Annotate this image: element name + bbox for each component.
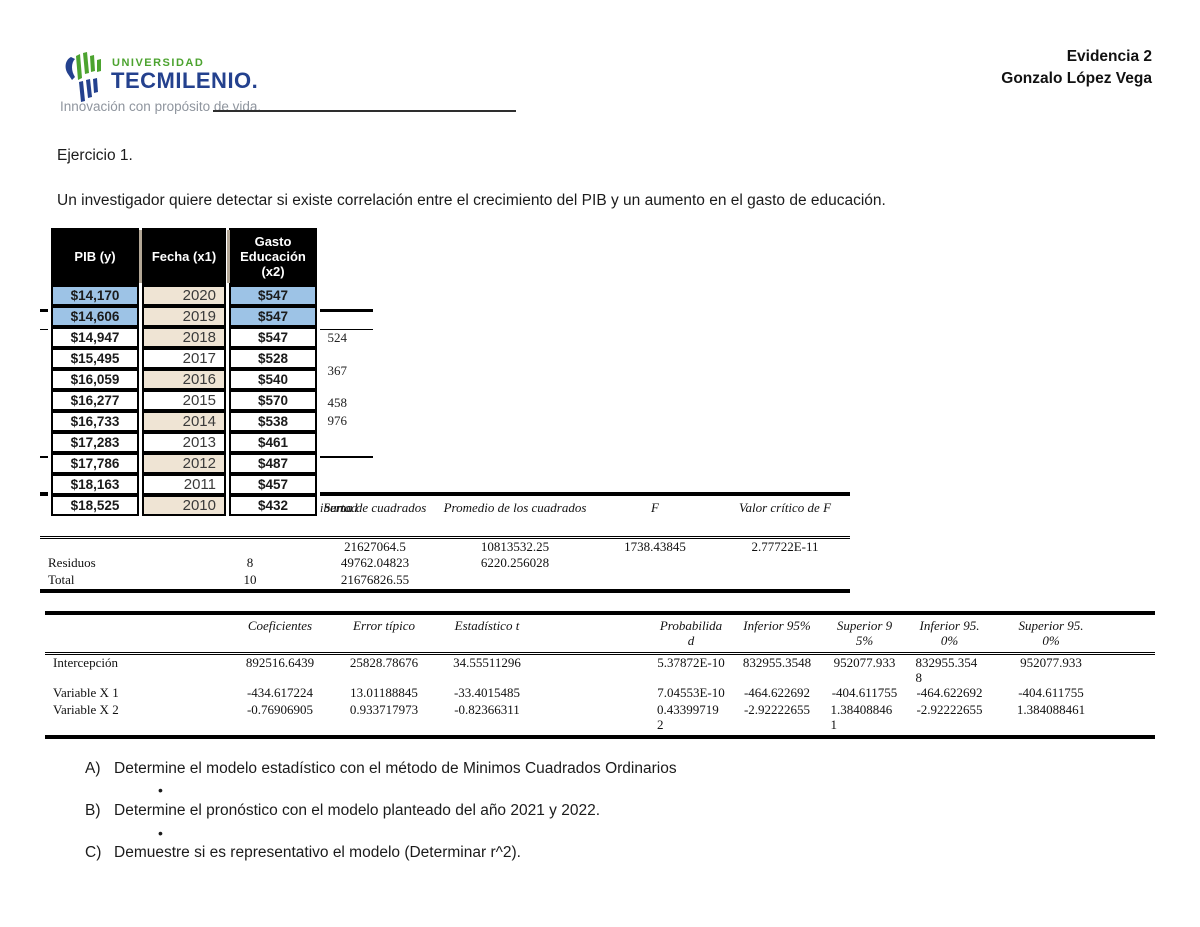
coefficients-table: Coeficientes Error típico Estadístico t … — [45, 611, 1155, 739]
task-item-c: C) Demuestre si es representativo el mod… — [85, 844, 521, 862]
anova-total-sc: 21676826.55 — [340, 572, 410, 587]
coef-header-row: Coeficientes Error típico Estadístico t … — [45, 615, 1155, 652]
anova-total-gl: 10 — [243, 572, 257, 587]
table-row: $14,170 2020 $547 — [51, 285, 317, 306]
table-row: $18,525 2010 $432 — [51, 495, 317, 516]
exercise-intro: Un investigador quiere detectar si exist… — [57, 192, 886, 209]
anova-residuals-gl: 8 — [246, 555, 254, 570]
coef-row-variable-x1: Variable X 1 -434.617224 13.01188845 -33… — [45, 685, 1155, 702]
coef-col-inferior-950: Inferior 95.0% — [919, 618, 980, 648]
anova-row-regression: 21627064.5 10813532.25 1738.43845 2.7772… — [40, 539, 850, 555]
table-row: $15,495 2017 $528 — [51, 348, 317, 369]
coef-col-superior-95: Superior 95% — [836, 618, 893, 648]
anova-row-residuals: Residuos 8 49762.04823 6220.256028 — [40, 555, 850, 572]
coef-col-superior-950: Superior 95.0% — [1018, 618, 1084, 648]
anova-regression-pc: 10813532.25 — [480, 539, 550, 554]
coef-col-probabilidad: Probabilidad — [659, 618, 723, 648]
coef-col-coeficientes: Coeficientes — [247, 618, 313, 633]
coef-row-variable-x2: Variable X 2 -0.76906905 0.933717973 -0.… — [45, 702, 1155, 735]
bullet-icon: • — [158, 782, 163, 798]
variable-x1-label: Variable X 1 — [53, 685, 119, 700]
coef-header-border — [45, 652, 1155, 655]
coef-col-inferior-95: Inferior 95% — [743, 618, 811, 633]
stats-value-3: 458 — [327, 395, 348, 410]
table-row: $16,277 2015 $570 — [51, 390, 317, 411]
document-header-right: Evidencia 2 Gonzalo López Vega — [1001, 46, 1152, 90]
pib-data-table: PIB (y) Fecha (x1) Gasto Educación (x2) … — [48, 228, 320, 516]
coef-bottom-border — [45, 735, 1155, 739]
coef-top-border — [45, 611, 1155, 615]
anova-regression-f: 1738.43845 — [624, 539, 686, 554]
table-row: $14,947 2018 $547 — [51, 327, 317, 348]
coef-row-intercept: Intercepción 892516.6439 25828.78676 34.… — [45, 655, 1155, 685]
anova-header-border — [40, 536, 850, 539]
table-row: $16,733 2014 $538 — [51, 411, 317, 432]
anova-col-suma: Suma de cuadrados — [323, 500, 427, 515]
anova-regression-vcf: 2.77722E-11 — [751, 539, 819, 554]
evidence-label: Evidencia 2 — [1066, 48, 1152, 65]
author-name: Gonzalo López Vega — [1001, 70, 1152, 87]
anova-table: Grados de libertad Suma de cuadrados Pro… — [40, 492, 850, 593]
col-gasto-header: Gasto Educación (x2) — [229, 228, 317, 285]
task-a-letter: A) — [85, 760, 101, 777]
anova-bottom-border — [40, 589, 850, 593]
coef-col-error: Error típico — [353, 618, 415, 633]
anova-regression-sc: 21627064.5 — [344, 539, 406, 554]
tecmilenio-logo-icon — [65, 52, 101, 102]
task-c-letter: C) — [85, 844, 102, 861]
anova-residuals-sc: 49762.04823 — [340, 555, 410, 570]
stats-value-2: 367 — [327, 363, 348, 378]
stats-value-1: 524 — [327, 330, 348, 345]
anova-top-border — [40, 492, 850, 496]
task-item-b: B) Determine el pronóstico con el modelo… — [85, 802, 600, 820]
anova-residuals-pc: 6220.256028 — [480, 555, 550, 570]
anova-row-total: Total 10 21676826.55 — [40, 572, 850, 589]
task-b-text: Determine el pronóstico con el modelo pl… — [114, 802, 600, 819]
signature-line — [213, 110, 516, 112]
anova-col-promedio: Promedio de los cuadrados — [443, 500, 587, 515]
logo-university-text: UNIVERSIDAD — [112, 57, 205, 69]
anova-residuals-label: Residuos — [48, 555, 96, 570]
intercept-label: Intercepción — [53, 655, 118, 670]
task-a-text: Determine el modelo estadístico con el m… — [114, 760, 677, 777]
table-row: $17,786 2012 $487 — [51, 453, 317, 474]
table-row: $17,283 2013 $461 — [51, 432, 317, 453]
col-fecha-header: Fecha (x1) — [142, 228, 226, 285]
pib-header-row: PIB (y) Fecha (x1) Gasto Educación (x2) — [51, 228, 317, 285]
logo-tagline: Innovación con propósito de vida. — [60, 99, 262, 114]
anova-total-label: Total — [48, 572, 75, 587]
table-row: $18,163 2011 $457 — [51, 474, 317, 495]
logo-brand-text: TECMILENIO. — [111, 68, 259, 93]
table-row: $14,606 2019 $547 — [51, 306, 317, 327]
anova-col-f: F — [651, 500, 659, 515]
table-row: $16,059 2016 $540 — [51, 369, 317, 390]
header-gap-divider — [139, 230, 142, 283]
bullet-icon: • — [158, 825, 163, 841]
task-b-letter: B) — [85, 802, 101, 819]
coef-col-estadistico-t: Estadístico t — [454, 618, 520, 633]
col-pib-header: PIB (y) — [51, 228, 139, 285]
task-c-text: Demuestre si es representativo el modelo… — [114, 844, 521, 861]
exercise-title: Ejercicio 1. — [57, 147, 133, 164]
stats-value-4: 976 — [327, 413, 348, 428]
task-item-a: A) Determine el modelo estadístico con e… — [85, 760, 677, 778]
variable-x2-label: Variable X 2 — [53, 702, 119, 717]
header-gap-divider — [227, 230, 230, 283]
anova-col-valor-critico: Valor crítico de F — [738, 500, 832, 515]
